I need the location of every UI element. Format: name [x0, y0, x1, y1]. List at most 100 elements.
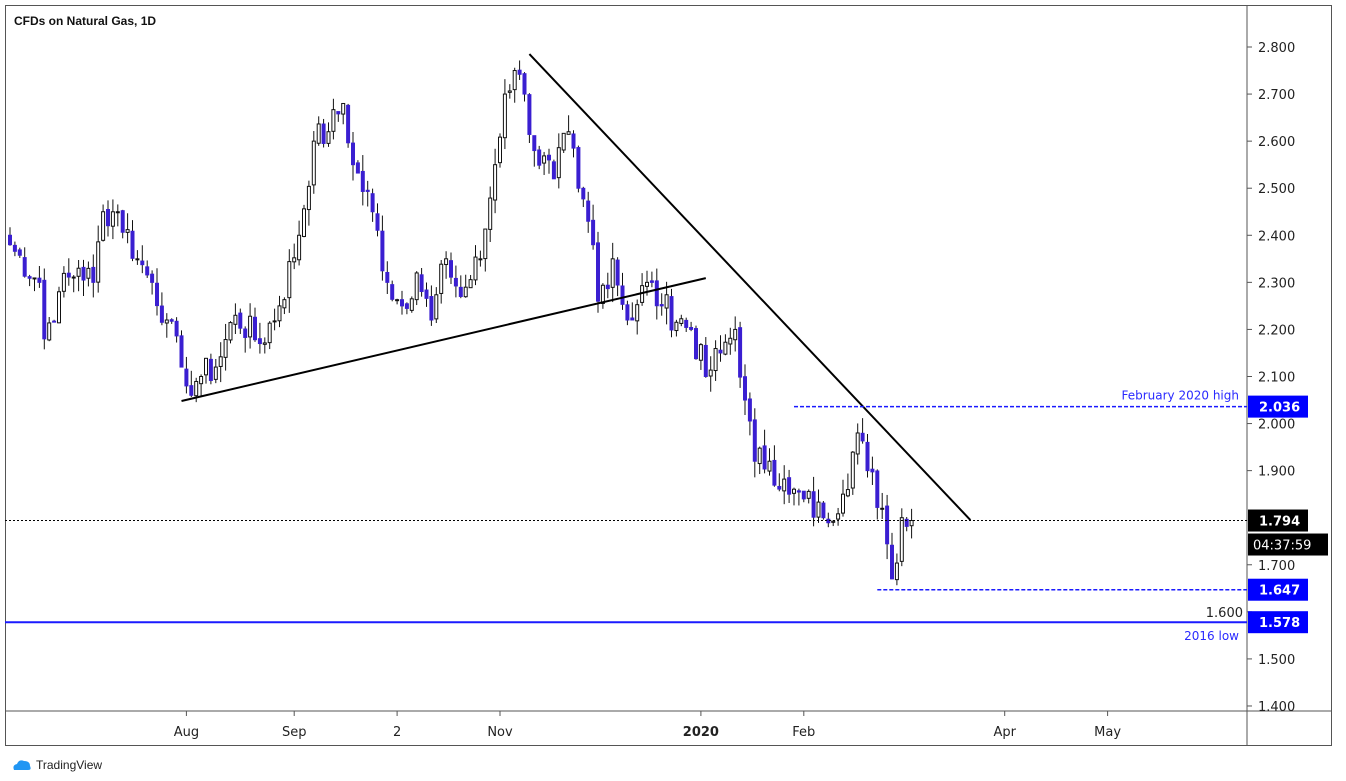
candle [145, 260, 150, 278]
candle [174, 317, 179, 343]
y-tick-label: 1.900 [1258, 465, 1295, 480]
candle-body-up [561, 132, 566, 151]
tradingview-label: TradingView [36, 758, 103, 772]
candle [120, 209, 125, 239]
last-price-label: 1.794 [1259, 515, 1300, 530]
candle [723, 334, 728, 356]
candle-body-up [444, 258, 449, 266]
candle-body-down [12, 244, 17, 252]
candle [341, 102, 346, 125]
candle [777, 473, 782, 492]
candle [81, 259, 86, 296]
candle-body-up [767, 460, 772, 472]
candle-body-up [841, 493, 845, 514]
chart-title: CFDs on Natural Gas, 1D [14, 14, 157, 28]
candle-body-down [27, 276, 32, 279]
candle [909, 508, 914, 539]
candle [708, 356, 713, 392]
candle-body-up [880, 507, 885, 510]
candle-body-up [434, 294, 439, 320]
candle-body-down [253, 316, 257, 341]
candle-body-down [189, 385, 194, 396]
candle [728, 327, 733, 355]
candle [527, 93, 532, 144]
candle-body-down [375, 213, 380, 231]
candle-body-down [743, 376, 747, 401]
candle-body-down [860, 432, 865, 442]
candle-body-down [208, 358, 213, 381]
candle [502, 79, 507, 150]
candle [155, 268, 159, 316]
candle-body-down [649, 280, 654, 283]
candle-body-down [811, 491, 816, 518]
candle-body-up [610, 258, 615, 288]
candle [404, 302, 409, 315]
candle [468, 274, 473, 289]
candle-body-up [326, 131, 331, 144]
candle [331, 98, 336, 140]
candle-body-down [689, 326, 694, 330]
candle-body-down [155, 282, 159, 307]
candle-body-down [400, 299, 404, 307]
candle [66, 258, 71, 286]
candle-body-down [145, 266, 150, 276]
candle [159, 292, 164, 326]
candle-body-up [855, 432, 860, 455]
candle [488, 186, 493, 243]
candle-body-down [517, 69, 522, 75]
candle-body-up [292, 257, 297, 263]
candle-body-down [424, 289, 429, 299]
candle-body-down [360, 170, 365, 192]
candle [385, 261, 390, 295]
candle-body-down [336, 111, 341, 115]
tradingview-logo[interactable]: TradingView [12, 758, 102, 772]
candle [228, 321, 233, 344]
y-tick-label: 2.800 [1258, 41, 1295, 56]
candle-body-down [659, 304, 664, 307]
candle [115, 204, 120, 227]
last-price-label-bg [1248, 509, 1308, 532]
candle-body-down [654, 280, 659, 307]
candle-body-up [635, 304, 640, 322]
candle-body-up [806, 490, 811, 499]
candle-body-down [370, 193, 375, 213]
candle-body-down [772, 459, 777, 486]
candle-body-up [233, 314, 238, 325]
candle [419, 268, 424, 297]
candle-body-up [439, 263, 444, 294]
candle [414, 271, 419, 306]
candle-body-up [473, 256, 478, 281]
candle-body-up [409, 298, 414, 311]
candle-body-down [527, 94, 532, 135]
candle [346, 103, 351, 148]
candle-body-down [66, 272, 71, 278]
candle-body-down [522, 73, 527, 95]
candle [806, 489, 811, 504]
candle-body-down [703, 344, 708, 377]
candle [743, 364, 747, 415]
candle-body-down [777, 485, 782, 490]
candle [679, 314, 684, 327]
candle [370, 188, 375, 222]
candle-body-down [81, 266, 86, 281]
tradingview-cloud-icon [13, 760, 31, 770]
candle [17, 247, 22, 258]
candle-body-down [419, 274, 424, 293]
candle-body-down [865, 441, 870, 472]
candle [22, 247, 27, 278]
level-annotation: 2016 low [1184, 629, 1239, 643]
candle [566, 115, 571, 135]
candle-body-down [890, 544, 894, 580]
candle [684, 317, 689, 332]
candle [351, 132, 355, 181]
candle [336, 111, 341, 122]
candle-body-down [179, 335, 184, 368]
candle-body-down [586, 200, 591, 222]
candle-body-up [909, 520, 914, 527]
candle-body-down [390, 284, 395, 300]
candle-body-down [718, 349, 723, 354]
candle [850, 451, 855, 495]
candle [620, 272, 625, 310]
level-price-label-bg [1248, 395, 1308, 418]
